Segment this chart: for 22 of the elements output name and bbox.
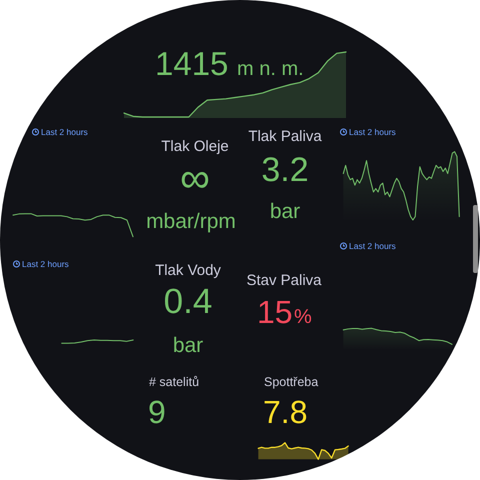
text: mbar/rpm bbox=[146, 210, 236, 233]
text: Tlak Vody bbox=[155, 262, 222, 279]
text: # satelitů bbox=[149, 375, 200, 389]
annotation: m n. m. bbox=[237, 58, 304, 80]
text: Last 2 hours bbox=[349, 241, 396, 251]
text: % bbox=[294, 306, 312, 328]
annotation: 1415 bbox=[155, 45, 228, 82]
text: Stav Paliva bbox=[246, 272, 322, 289]
text: ∞ bbox=[180, 154, 210, 201]
chart-title: Spottřeba bbox=[264, 375, 318, 389]
text: Last 2 hours bbox=[41, 127, 88, 137]
text: bar bbox=[270, 200, 300, 223]
text: 7.8 bbox=[263, 394, 308, 430]
text: 15 bbox=[257, 294, 293, 330]
text: 3.2 bbox=[261, 151, 309, 189]
text: Last 2 hours bbox=[22, 259, 69, 269]
text: Tlak Paliva bbox=[248, 128, 322, 145]
text: 9 bbox=[148, 394, 166, 430]
text: 0.4 bbox=[164, 282, 212, 321]
text: Tlak Oleje bbox=[161, 138, 229, 155]
text: bar bbox=[172, 334, 204, 357]
text: Last 2 hours bbox=[349, 127, 396, 137]
